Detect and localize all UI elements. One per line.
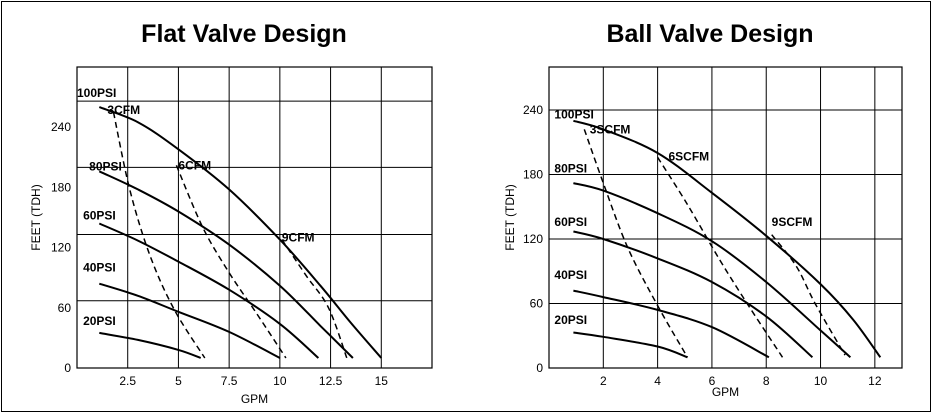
- y-tick-label: 60: [58, 301, 72, 315]
- y-tick-label: 0: [64, 361, 71, 375]
- x-tick-label: 2: [600, 374, 607, 388]
- y-tick-label: 0: [536, 361, 543, 375]
- x-axis-label: GPM: [712, 385, 739, 399]
- series-line-40psi: [573, 289, 770, 359]
- y-tick-label: 180: [523, 168, 543, 182]
- series-line-6scfm: [656, 156, 784, 358]
- series-label-3scfm: 3SCFM: [590, 123, 631, 137]
- series-line-20psi: [573, 331, 688, 359]
- series-line-9cfm: [281, 239, 348, 359]
- series-label-9scfm: 9SCFM: [772, 215, 813, 229]
- x-tick-label: 7.5: [221, 374, 238, 388]
- series-line-20psi: [99, 331, 202, 359]
- series-line-100psi: [98, 106, 383, 359]
- x-tick-label: 2.5: [119, 374, 136, 388]
- series-line-3cfm: [112, 112, 206, 359]
- series-label-40psi: 40PSI: [83, 261, 116, 275]
- y-tick-label: 120: [51, 241, 71, 255]
- x-tick-label: 12.5: [319, 374, 343, 388]
- series-label-3cfm: 3CFM: [107, 103, 140, 117]
- series-line-3scfm: [583, 129, 689, 358]
- series-line-80psi: [98, 170, 354, 359]
- chart-title: Flat Valve Design: [141, 20, 347, 48]
- x-tick-label: 4: [654, 374, 661, 388]
- chart-title: Ball Valve Design: [606, 20, 813, 48]
- x-tick-label: 5: [175, 374, 182, 388]
- y-tick-label: 60: [530, 297, 544, 311]
- x-tick-label: 6: [709, 374, 716, 388]
- x-tick-label: 10: [814, 374, 828, 388]
- y-tick-label: 240: [51, 120, 71, 134]
- series-label-80psi: 80PSI: [89, 159, 122, 173]
- chart-1: Flat Valve Design 2.5 5 7.5 10 12.5 15 0 60 120 18…: [29, 20, 433, 406]
- series-line-80psi: [573, 182, 852, 359]
- y-axis-label: FEET (TDH): [29, 184, 43, 250]
- series-label-20psi: 20PSI: [554, 313, 587, 327]
- series-label-6cfm: 6CFM: [178, 158, 211, 172]
- series-line-100psi: [573, 119, 882, 358]
- y-axis-label: FEET (TDH): [503, 184, 517, 250]
- series-line-40psi: [99, 282, 281, 359]
- y-tick-label: 120: [523, 232, 543, 246]
- x-axis-label: GPM: [241, 392, 268, 406]
- series-line-60psi: [573, 230, 814, 359]
- x-tick-label: 15: [375, 374, 389, 388]
- plot-area: [548, 66, 903, 369]
- series-line-9scfm: [771, 234, 846, 356]
- series-label-9cfm: 9CFM: [282, 231, 315, 245]
- series-label-100psi: 100PSI: [77, 86, 116, 100]
- series-label-60psi: 60PSI: [554, 215, 587, 229]
- plot-area: [76, 66, 433, 369]
- x-tick-label: 10: [273, 374, 287, 388]
- series-label-100psi: 100PSI: [554, 108, 593, 122]
- series-label-6scfm: 6SCFM: [668, 150, 709, 164]
- series-label-60psi: 60PSI: [83, 209, 116, 223]
- series-line-60psi: [98, 222, 320, 359]
- series-label-80psi: 80PSI: [554, 161, 587, 175]
- series-label-20psi: 20PSI: [83, 314, 116, 328]
- series-label-40psi: 40PSI: [554, 268, 587, 282]
- y-tick-label: 240: [523, 103, 543, 117]
- x-tick-label: 8: [763, 374, 770, 388]
- y-tick-label: 180: [51, 180, 71, 194]
- series-line-6cfm: [175, 165, 287, 359]
- x-tick-label: 12: [868, 374, 882, 388]
